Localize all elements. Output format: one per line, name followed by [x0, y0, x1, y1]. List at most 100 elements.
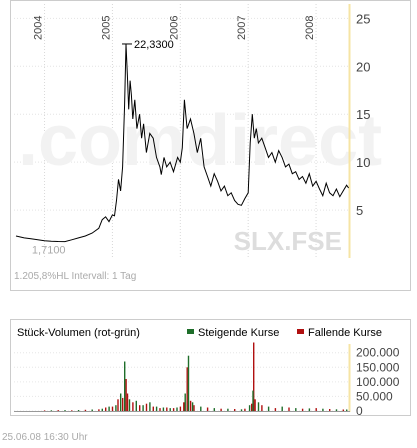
volume-bar: [162, 407, 165, 411]
legend-rising-label: Steigende Kurse: [198, 327, 279, 339]
volume-bar: [346, 409, 348, 411]
volume-bar: [288, 407, 290, 411]
volume-bar: [132, 402, 134, 411]
volume-bar: [200, 406, 202, 411]
volume-bar: [105, 407, 107, 411]
price-y-tick-label: 15: [356, 107, 370, 122]
volume-bar: [189, 400, 192, 411]
price-y-tick-label: 20: [356, 59, 370, 74]
low-label: 1,7100: [32, 245, 66, 257]
volume-bar: [261, 405, 263, 411]
year-label: 2007: [236, 16, 248, 40]
volume-bar: [315, 408, 317, 411]
volume-bar: [183, 402, 185, 411]
volume-bar: [142, 405, 144, 411]
legend-falling-label: Fallende Kurse: [308, 327, 382, 339]
volume-bar: [176, 407, 178, 411]
volume-bar: [98, 409, 100, 411]
volume-bar: [227, 408, 229, 411]
volume-title: Stück-Volumen (rot-grün): [17, 327, 140, 339]
year-label: 2006: [168, 16, 180, 40]
volume-bar: [122, 397, 124, 411]
volume-bar: [91, 409, 93, 411]
volume-bar: [251, 403, 253, 411]
volume-bar: [244, 408, 246, 411]
volume-bar: [125, 379, 127, 411]
volume-bar: [234, 409, 236, 411]
volume-bar: [257, 402, 260, 411]
high-label: 22,3300: [134, 39, 174, 51]
volume-bar: [166, 407, 168, 411]
volume-bar: [301, 408, 304, 411]
volume-bar: [322, 408, 324, 411]
volume-y-tick-label: 100.000: [356, 375, 400, 389]
volume-bar: [213, 408, 215, 411]
price-y-tick-label: 10: [356, 155, 370, 170]
volume-bar: [254, 399, 256, 411]
volume-bar: [187, 355, 190, 411]
volume-bar: [155, 406, 158, 411]
volume-bar: [335, 409, 338, 411]
volume-bar: [179, 406, 182, 411]
volume-bar: [267, 406, 270, 411]
volume-bar: [191, 402, 194, 411]
symbol-label: SLX.FSE: [234, 226, 342, 256]
volume-bar: [240, 409, 243, 411]
legend-falling-swatch: [297, 329, 304, 334]
volume-bar: [84, 409, 87, 411]
volume-bar: [115, 405, 117, 411]
year-label: 2008: [304, 16, 316, 40]
volume-bar: [220, 408, 222, 411]
volume-bar: [308, 408, 311, 411]
volume-bar: [252, 390, 254, 411]
volume-bar: [248, 405, 251, 411]
volume-y-tick-label: 50.000: [356, 389, 393, 403]
volume-bar: [295, 408, 297, 411]
volume-bar: [342, 409, 344, 411]
volume-bar: [124, 361, 126, 411]
price-gridlines: [14, 4, 350, 258]
volume-bar: [57, 410, 59, 411]
volume-bar: [71, 410, 73, 412]
volume-y-tick-label: 0: [356, 404, 363, 418]
volume-bar: [108, 406, 110, 411]
year-label: 2004: [33, 16, 45, 40]
volume-bar: [193, 405, 195, 411]
price-y-tick-label: 5: [356, 203, 363, 218]
volume-bar: [172, 408, 175, 411]
volume-y-tick-label: 150.000: [356, 360, 400, 374]
volume-bar: [329, 409, 331, 411]
volume-bar: [101, 408, 103, 411]
year-labels: 2004 2005 2006 2007 2008: [33, 16, 317, 40]
year-label: 2005: [100, 16, 112, 40]
volume-bar: [152, 406, 154, 411]
volume-bar: [186, 367, 188, 411]
volume-panel-frame: [10, 319, 411, 416]
legend-rising-swatch: [187, 329, 194, 334]
volume-bar: [139, 405, 141, 411]
volume-bars: [43, 342, 348, 412]
volume-bar: [128, 399, 131, 411]
volume-bar: [149, 402, 151, 411]
volume-bar: [169, 408, 171, 411]
volume-bar: [120, 393, 122, 411]
price-series-line: [15, 43, 350, 243]
volume-bar: [64, 410, 66, 411]
volume-bar: [126, 393, 129, 411]
volume-bar: [206, 407, 209, 411]
volume-y-tick-label: 200.000: [356, 346, 400, 360]
volume-bar: [50, 410, 53, 412]
volume-bar: [145, 403, 148, 411]
volume-bar: [43, 410, 46, 412]
price-y-axis: 5 10 15 20 25: [356, 11, 370, 218]
volume-bar: [274, 408, 277, 411]
stats-label: 1.205,8%HL Intervall: 1 Tag: [14, 271, 136, 282]
volume-bar: [135, 400, 137, 411]
volume-bar: [253, 342, 255, 411]
volume-bar: [281, 406, 283, 411]
volume-bar: [111, 406, 114, 411]
volume-bar: [184, 393, 186, 411]
